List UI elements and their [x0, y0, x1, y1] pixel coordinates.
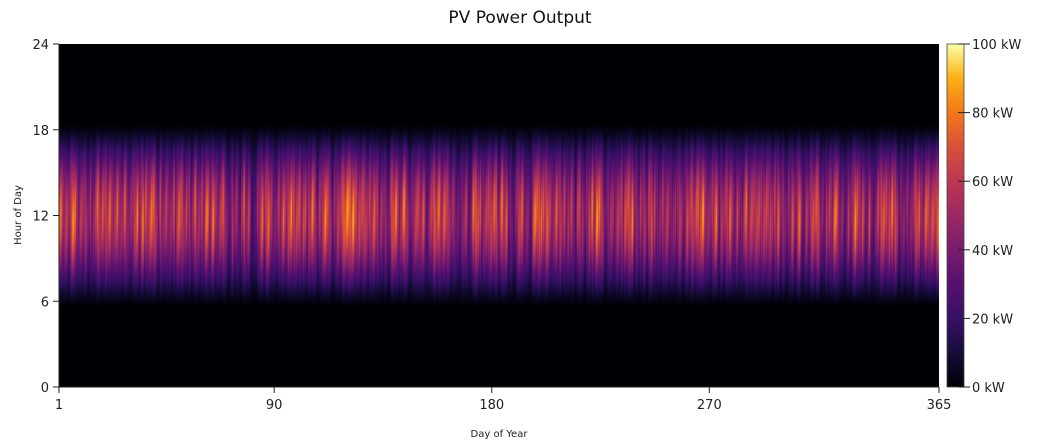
y-axis: 0 6 12 18 24	[32, 38, 60, 396]
x-tick-label: 90	[266, 398, 283, 413]
x-tick-label: 180	[479, 398, 504, 413]
x-tick-label: 270	[697, 398, 722, 413]
y-tick-label: 18	[32, 124, 49, 139]
colorbar-tick-label: 40 kW	[972, 244, 1013, 259]
heatmap-image	[59, 44, 939, 387]
x-axis: 1 90 180 270 365	[55, 386, 952, 413]
plot-area	[59, 44, 939, 387]
y-tick-label: 12	[32, 210, 49, 225]
colorbar-tick-label: 100 kW	[972, 38, 1021, 53]
colorbar: 0 kW 20 kW 40 kW 60 kW 80 kW 100 kW	[946, 38, 1021, 396]
colorbar-tick-label: 0 kW	[972, 381, 1005, 396]
y-axis-title: Hour of Day	[13, 185, 24, 245]
y-tick-label: 0	[41, 381, 49, 396]
colorbar-tick-label: 60 kW	[972, 175, 1013, 190]
colorbar-gradient	[946, 43, 965, 388]
colorbar-tick-label: 20 kW	[972, 312, 1013, 327]
x-tick-label: 365	[927, 398, 952, 413]
x-axis-title: Day of Year	[471, 429, 529, 440]
y-tick-label: 24	[32, 38, 49, 53]
chart-title: PV Power Output	[448, 8, 592, 28]
colorbar-tick-label: 80 kW	[972, 107, 1013, 122]
x-tick-label: 1	[55, 398, 63, 413]
y-tick-label: 6	[41, 295, 49, 310]
